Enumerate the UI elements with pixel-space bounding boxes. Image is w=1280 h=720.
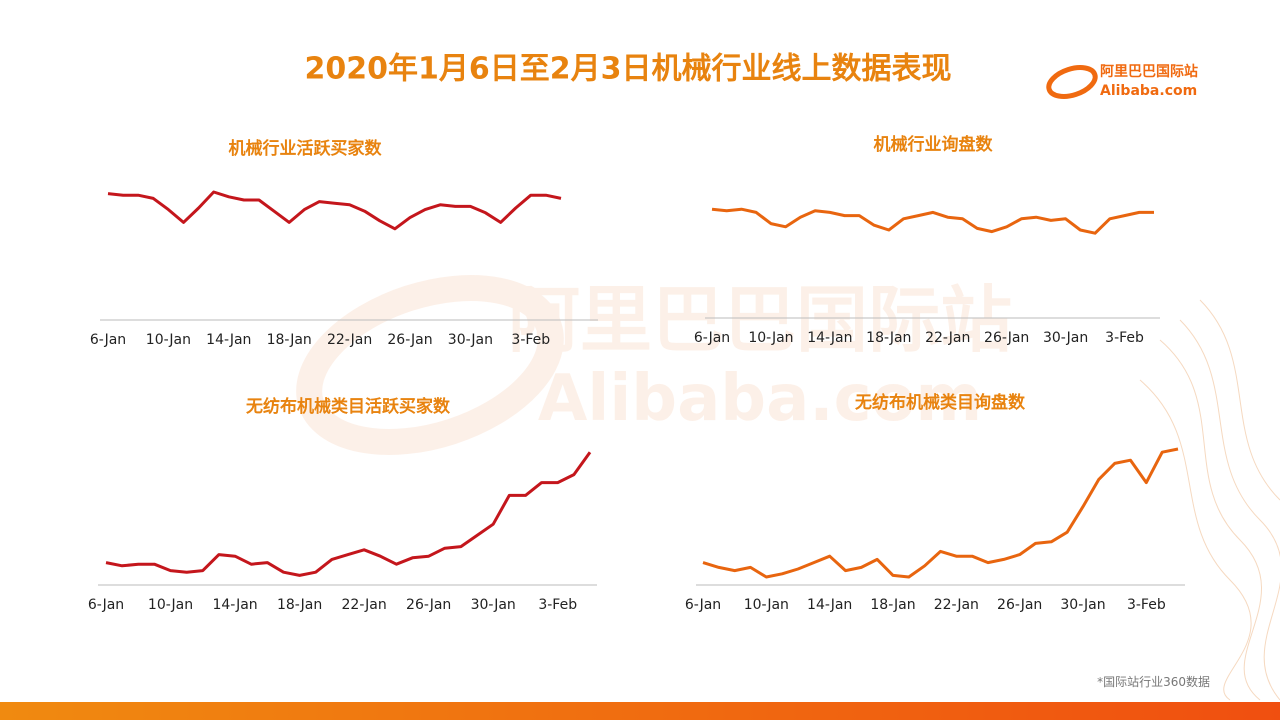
logo-cn: 阿里巴巴国际站 [1100,63,1198,80]
watermark-en: Alibaba.com [538,362,982,436]
x-tick-label: 6-Jan [685,597,721,613]
x-tick-label: 14-Jan [807,330,852,346]
x-tick-label: 6-Jan [88,597,124,613]
logo-en: Alibaba.com [1100,83,1197,99]
x-tick-label: 30-Jan [471,597,516,613]
x-tick-label: 14-Jan [212,597,257,613]
x-tick-label: 6-Jan [90,332,126,348]
x-tick-label: 26-Jan [406,597,451,613]
chart-title: 机械行业活跃买家数 [229,138,383,159]
chart-title: 无纺布机械类目询盘数 [854,392,1026,413]
x-tick-label: 22-Jan [342,597,387,613]
x-tick-label: 3-Feb [511,332,550,348]
x-tick-label: 30-Jan [1043,330,1088,346]
x-tick-label: 26-Jan [387,332,432,348]
watermark: 阿里巴巴国际站 Alibaba.com [296,275,1012,455]
x-tick-label: 26-Jan [997,597,1042,613]
data-line [105,451,592,577]
x-tick-label: 6-Jan [694,330,730,346]
x-tick-label: 30-Jan [1060,597,1105,613]
x-tick-label: 10-Jan [748,330,793,346]
x-tick-label: 22-Jan [934,597,979,613]
x-tick-label: 18-Jan [866,330,911,346]
x-tick-label: 26-Jan [984,330,1029,346]
x-tick-label: 14-Jan [206,332,251,348]
x-tick-label: 22-Jan [925,330,970,346]
data-line [711,207,1154,235]
x-tick-label: 14-Jan [807,597,852,613]
x-tick-label: 18-Jan [277,597,322,613]
x-tick-label: 18-Jan [870,597,915,613]
footnote: *国际站行业360数据 [1097,674,1210,689]
x-tick-label: 3-Feb [538,597,577,613]
chart-title: 机械行业询盘数 [874,134,994,155]
slide-title: 2020年1月6日至2月3日机械行业线上数据表现 [305,52,952,87]
x-tick-label: 3-Feb [1127,597,1166,613]
decor-waves [1139,299,1280,701]
bottom-bar [0,702,1280,720]
logo: 阿里巴巴国际站 Alibaba.com [1046,63,1198,99]
chart-title: 无纺布机械类目活跃买家数 [245,396,451,417]
x-tick-label: 18-Jan [267,332,312,348]
x-tick-label: 3-Feb [1105,330,1144,346]
data-line [702,447,1179,579]
data-line [107,190,562,231]
x-tick-label: 10-Jan [744,597,789,613]
x-tick-label: 10-Jan [146,332,191,348]
x-tick-label: 10-Jan [148,597,193,613]
x-tick-label: 30-Jan [448,332,493,348]
x-tick-label: 22-Jan [327,332,372,348]
